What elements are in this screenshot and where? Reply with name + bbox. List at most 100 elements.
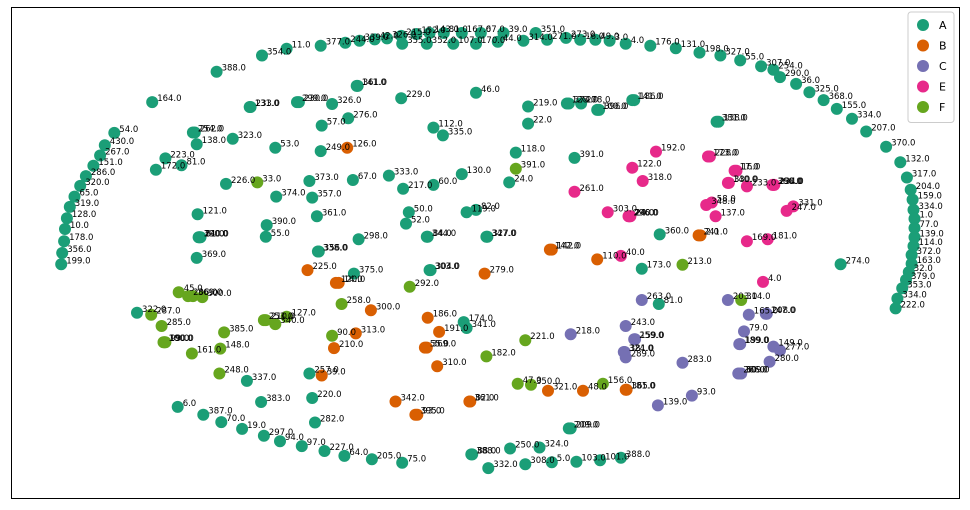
point-label-a-63: 77.0 xyxy=(920,220,939,230)
point-label-b-16: 361.0 xyxy=(474,394,498,404)
point-label-a-84: 205.0 xyxy=(377,451,401,461)
point-a-3 xyxy=(59,223,71,235)
point-label-a-50: 36.0 xyxy=(801,76,820,86)
point-label-a-112: 357.0 xyxy=(317,190,341,200)
point-label-a-158: 52.0 xyxy=(411,216,430,226)
point-c-4 xyxy=(760,307,773,320)
legend-marker-a xyxy=(917,19,929,31)
point-a-43 xyxy=(669,42,682,55)
point-label-a-62: 1.0 xyxy=(920,211,934,221)
legend-label-a: A xyxy=(939,19,947,32)
point-label-a-77: 70.0 xyxy=(226,414,245,424)
point-a-61 xyxy=(907,203,920,216)
point-label-f-1: 206.0 xyxy=(193,288,217,298)
point-f-17 xyxy=(335,298,348,310)
point-label-f-10: 148.0 xyxy=(225,341,249,351)
point-label-a-24: 152.0 xyxy=(421,26,445,36)
point-a-66 xyxy=(905,249,918,261)
point-label-a-160: 119.0 xyxy=(472,204,496,214)
point-label-c-10: 381.0 xyxy=(630,344,654,354)
point-label-e-9: 233.0 xyxy=(752,178,776,188)
point-e-17 xyxy=(709,210,722,223)
point-a-166 xyxy=(635,262,648,275)
point-label-a-19: 339.0 xyxy=(365,33,389,43)
point-label-e-15: 58.0 xyxy=(717,195,736,205)
point-e-24 xyxy=(761,233,774,246)
point-a-116 xyxy=(175,159,188,172)
point-label-a-146: 138.0 xyxy=(724,114,748,124)
point-label-c-0: 263.0 xyxy=(647,292,671,302)
point-a-109 xyxy=(260,219,273,232)
point-a-37 xyxy=(560,31,572,44)
point-a-18 xyxy=(339,36,352,49)
point-f-9 xyxy=(218,326,231,339)
point-a-86 xyxy=(482,462,495,475)
point-label-a-2: 178.0 xyxy=(69,233,93,243)
point-label-a-109: 390.0 xyxy=(272,217,296,227)
point-label-a-131: 233.0 xyxy=(256,99,280,109)
point-label-a-12: 54.0 xyxy=(119,125,138,135)
point-label-a-128: 230.0 xyxy=(304,94,328,104)
point-a-33 xyxy=(497,27,510,39)
point-label-c-21: 60.0 xyxy=(746,366,765,376)
point-a-153 xyxy=(346,174,359,186)
point-label-c-12: 79.0 xyxy=(749,323,768,333)
point-label-a-4: 128.0 xyxy=(72,210,96,220)
point-label-a-74: 322.0 xyxy=(142,305,166,315)
point-label-e-13: 331.0 xyxy=(798,198,822,208)
point-label-a-94: 388.0 xyxy=(476,446,500,456)
point-label-e-26: 4.0 xyxy=(768,274,782,284)
point-a-171 xyxy=(424,264,437,277)
point-label-a-13: 164.0 xyxy=(157,94,181,104)
point-label-b-17: 82.0 xyxy=(475,394,494,404)
point-b-5 xyxy=(421,311,434,324)
point-a-148 xyxy=(436,129,449,142)
point-f-14 xyxy=(269,318,282,331)
point-label-b-20: 181.0 xyxy=(631,382,655,392)
point-a-55 xyxy=(860,125,873,138)
point-a-73 xyxy=(834,258,847,271)
point-label-a-174: 81.0 xyxy=(664,296,683,306)
point-label-c-18: 283.0 xyxy=(688,355,712,365)
point-a-90 xyxy=(594,454,607,467)
point-label-a-106: 81.0 xyxy=(206,229,225,239)
point-label-a-57: 132.0 xyxy=(905,154,929,164)
point-a-119 xyxy=(190,138,203,151)
point-b-1 xyxy=(301,264,314,277)
point-label-b-19: 48.0 xyxy=(588,383,607,393)
point-label-a-7: 320.0 xyxy=(85,178,109,188)
plot-frame xyxy=(11,7,960,499)
point-label-a-129: 299.0 xyxy=(302,94,326,104)
point-label-a-51: 325.0 xyxy=(814,84,838,94)
point-label-e-19: 303.0 xyxy=(613,204,637,214)
point-a-75 xyxy=(171,400,184,413)
point-label-f-7: 190.0 xyxy=(170,334,194,344)
point-a-115 xyxy=(220,177,232,190)
point-e-8 xyxy=(722,176,735,189)
point-label-a-105: 240.0 xyxy=(205,229,229,239)
point-label-a-136: 219.0 xyxy=(533,99,557,109)
point-label-a-65: 114.0 xyxy=(919,238,943,248)
point-label-a-18: 244.0 xyxy=(350,35,374,45)
point-label-a-145: 381.0 xyxy=(722,114,746,124)
point-label-c-6: 218.0 xyxy=(576,326,600,336)
point-label-e-11: 290.0 xyxy=(778,177,802,187)
point-label-e-8: 330.0 xyxy=(734,175,758,185)
point-label-f-9: 385.0 xyxy=(229,324,253,334)
point-label-c-9: 324.0 xyxy=(629,344,653,354)
point-label-e-17: 137.0 xyxy=(721,208,745,218)
point-label-a-117: 172.0 xyxy=(161,162,185,172)
point-b-15 xyxy=(411,408,424,421)
point-label-e-10: 366.0 xyxy=(777,177,801,187)
point-a-114 xyxy=(303,175,316,187)
point-a-14 xyxy=(210,65,223,78)
point-label-a-10: 267.0 xyxy=(105,148,129,158)
point-label-a-37: 273.0 xyxy=(571,30,595,40)
point-a-44 xyxy=(693,46,706,59)
point-f-13 xyxy=(259,314,272,327)
point-label-a-137: 22.0 xyxy=(533,116,552,126)
point-label-f-28: 314.0 xyxy=(746,292,770,302)
point-a-42 xyxy=(644,39,657,52)
point-label-a-98: 282.0 xyxy=(320,415,344,425)
point-label-a-162: 84.0 xyxy=(433,229,452,239)
